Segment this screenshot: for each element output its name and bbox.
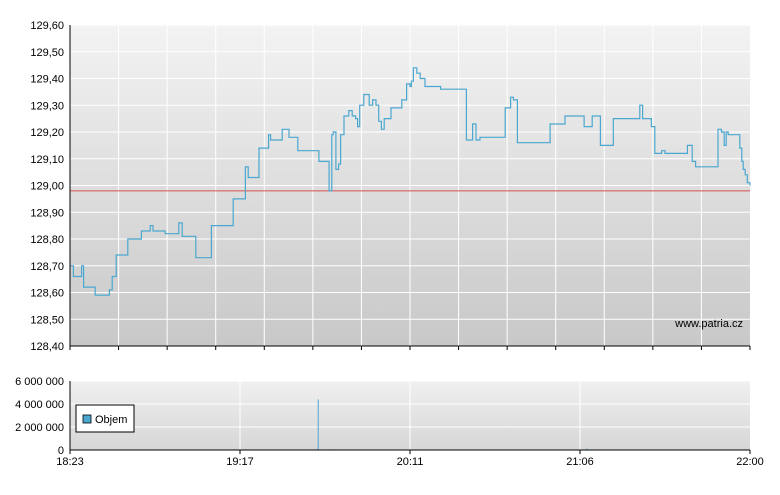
price-y-axis: 128,40 128,50 128,60 128,70 128,80 128,90 129,… xyxy=(30,20,64,353)
x-tick-label: 18:23 xyxy=(56,456,84,468)
price-y-tick-label: 129,00 xyxy=(30,181,64,193)
price-y-tick-label: 128,60 xyxy=(30,288,64,300)
x-tick-label: 22:00 xyxy=(736,456,764,468)
price-y-tick-label: 129,50 xyxy=(30,47,64,59)
price-y-tick-label: 128,80 xyxy=(30,234,64,246)
price-y-tick-label: 128,90 xyxy=(30,207,64,219)
volume-panel: 0 2 000 000 4 000 000 6 000 000 18:23 19:17 2… xyxy=(15,376,764,468)
price-grid xyxy=(70,24,750,347)
legend-swatch xyxy=(82,414,92,424)
price-series-line xyxy=(70,67,751,296)
price-y-tick-label: 128,40 xyxy=(30,341,64,353)
volume-y-tick-label: 4 000 000 xyxy=(15,399,64,411)
price-y-tick-label: 129,60 xyxy=(30,20,64,32)
price-y-tick-label: 128,70 xyxy=(30,261,64,273)
x-tick-label: 20:11 xyxy=(397,456,424,468)
price-panel: 128,40 128,50 128,60 128,70 128,80 128,90 129,… xyxy=(30,20,751,353)
volume-y-axis: 0 2 000 000 4 000 000 6 000 000 xyxy=(15,376,64,457)
volume-x-axis-ticks: 18:23 19:17 20:11 21:06 22:00 xyxy=(56,450,764,468)
price-y-tick-label: 129,20 xyxy=(30,127,64,139)
x-tick-label: 21:06 xyxy=(566,456,594,468)
volume-y-tick-label: 0 xyxy=(58,445,64,457)
price-y-tick-label: 129,30 xyxy=(30,100,64,112)
legend-label: Objem xyxy=(95,414,127,426)
price-y-tick-label: 128,50 xyxy=(30,314,64,326)
watermark: www.patria.cz xyxy=(674,318,743,330)
x-tick-label: 19:17 xyxy=(226,456,254,468)
volume-legend: Objem xyxy=(75,404,135,433)
volume-y-tick-label: 6 000 000 xyxy=(15,376,64,388)
price-y-tick-label: 129,40 xyxy=(30,74,64,86)
volume-y-tick-label: 2 000 000 xyxy=(15,422,64,434)
price-x-ticks xyxy=(69,346,751,350)
price-y-tick-label: 129,10 xyxy=(30,154,64,166)
